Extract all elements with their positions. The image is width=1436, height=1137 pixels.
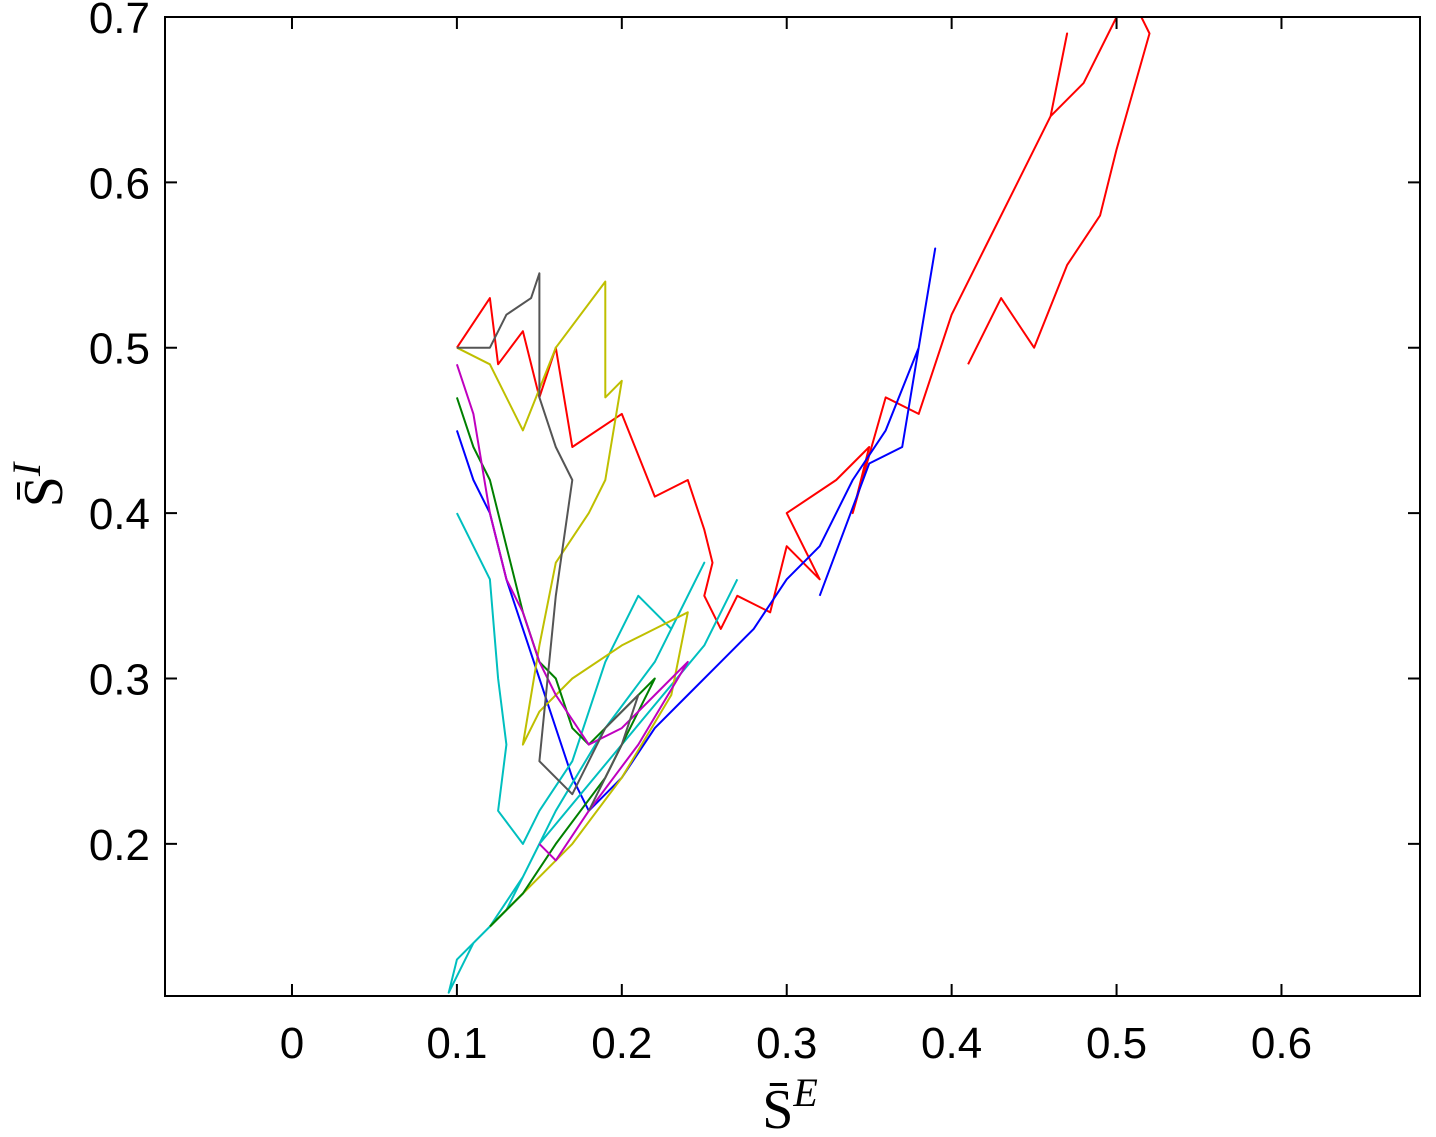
series-line [456,280,689,928]
y-tick-label: 0.6 [89,159,150,208]
y-tick-label: 0.3 [89,655,150,704]
series-line [455,363,689,862]
x-tick-label: 0.2 [591,1019,652,1068]
x-label-base: S̄ [762,1079,793,1137]
y-label-base: S̄ [13,476,75,507]
y-tick-label: 0.5 [89,325,150,374]
series-line [456,17,1151,630]
x-tick-label: 0.1 [426,1019,487,1068]
y-tick-label: 0.7 [89,0,150,43]
x-tick-label: 0.5 [1086,1019,1147,1068]
x-tick-label: 0.6 [1251,1019,1312,1068]
y-tick-label: 0.4 [89,490,150,539]
x-tick-label: 0.4 [921,1019,982,1068]
x-label-sup: E [792,1070,817,1115]
x-axis-label: S̄E [762,1070,818,1137]
series-line [455,247,937,812]
y-tick-label: 0.2 [89,821,150,870]
series-group [447,17,1151,994]
x-tick-label: 0 [280,1019,304,1068]
plot-frame [164,16,1421,997]
y-label-sup: I [4,461,49,477]
series-line [456,272,640,812]
y-axis-label: S̄I [4,461,75,507]
series-line [455,397,656,928]
x-tick-label: 0.3 [756,1019,817,1068]
